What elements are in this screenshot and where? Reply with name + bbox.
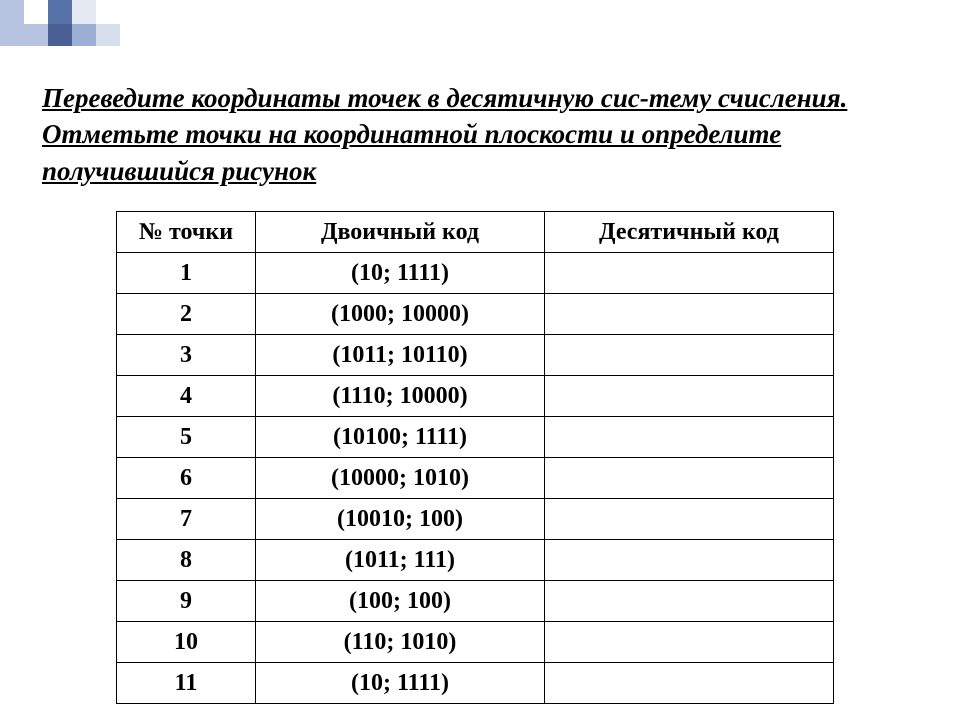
cell-binary: (10; 1111) xyxy=(256,253,545,294)
cell-decimal xyxy=(545,294,834,335)
cell-number: 4 xyxy=(117,376,256,417)
cell-binary: (1011; 10110) xyxy=(256,335,545,376)
cell-number: 1 xyxy=(117,253,256,294)
task-heading: Переведите координаты точек в десятичную… xyxy=(42,80,918,189)
cell-decimal xyxy=(545,253,834,294)
cell-decimal xyxy=(545,581,834,622)
cell-binary: (1110; 10000) xyxy=(256,376,545,417)
table-row: 9(100; 100) xyxy=(117,581,834,622)
table-row: 1(10; 1111) xyxy=(117,253,834,294)
table-row: 8(1011; 111) xyxy=(117,540,834,581)
table-row: 4(1110; 10000) xyxy=(117,376,834,417)
cell-number: 6 xyxy=(117,458,256,499)
cell-number: 10 xyxy=(117,622,256,663)
table-header-row: № точки Двоичный код Десятичный код xyxy=(117,212,834,253)
deco-square xyxy=(72,0,96,24)
deco-square xyxy=(48,24,72,46)
table-row: 10(110; 1010) xyxy=(117,622,834,663)
cell-decimal xyxy=(545,663,834,704)
col-header-number: № точки xyxy=(117,212,256,253)
cell-binary: (10100; 1111) xyxy=(256,417,545,458)
deco-square xyxy=(24,0,48,24)
deco-square xyxy=(72,24,96,46)
cell-binary: (1011; 111) xyxy=(256,540,545,581)
cell-decimal xyxy=(545,499,834,540)
table-row: 3(1011; 10110) xyxy=(117,335,834,376)
table-row: 6(10000; 1010) xyxy=(117,458,834,499)
cell-decimal xyxy=(545,622,834,663)
cell-number: 3 xyxy=(117,335,256,376)
cell-number: 5 xyxy=(117,417,256,458)
cell-number: 9 xyxy=(117,581,256,622)
cell-decimal xyxy=(545,335,834,376)
cell-binary: (100; 100) xyxy=(256,581,545,622)
cell-decimal xyxy=(545,540,834,581)
cell-binary: (110; 1010) xyxy=(256,622,545,663)
slide-content: Переведите координаты точек в десятичную… xyxy=(42,80,918,704)
cell-decimal xyxy=(545,458,834,499)
table-row: 2(1000; 10000) xyxy=(117,294,834,335)
cell-binary: (10010; 100) xyxy=(256,499,545,540)
table-body: 1(10; 1111)2(1000; 10000)3(1011; 10110)4… xyxy=(117,253,834,704)
cell-binary: (10000; 1010) xyxy=(256,458,545,499)
cell-number: 8 xyxy=(117,540,256,581)
cell-decimal xyxy=(545,417,834,458)
cell-decimal xyxy=(545,376,834,417)
table-row: 11(10; 1111) xyxy=(117,663,834,704)
deco-square xyxy=(24,24,48,46)
cell-binary: (10; 1111) xyxy=(256,663,545,704)
cell-number: 2 xyxy=(117,294,256,335)
table-row: 7(10010; 100) xyxy=(117,499,834,540)
cell-binary: (1000; 10000) xyxy=(256,294,545,335)
cell-number: 11 xyxy=(117,663,256,704)
deco-square xyxy=(48,0,72,24)
col-header-decimal: Десятичный код xyxy=(545,212,834,253)
deco-square xyxy=(0,0,24,46)
table-row: 5(10100; 1111) xyxy=(117,417,834,458)
deco-square xyxy=(96,24,120,46)
corner-decoration xyxy=(0,0,260,46)
col-header-binary: Двоичный код xyxy=(256,212,545,253)
cell-number: 7 xyxy=(117,499,256,540)
coordinates-table: № точки Двоичный код Десятичный код 1(10… xyxy=(116,211,834,704)
